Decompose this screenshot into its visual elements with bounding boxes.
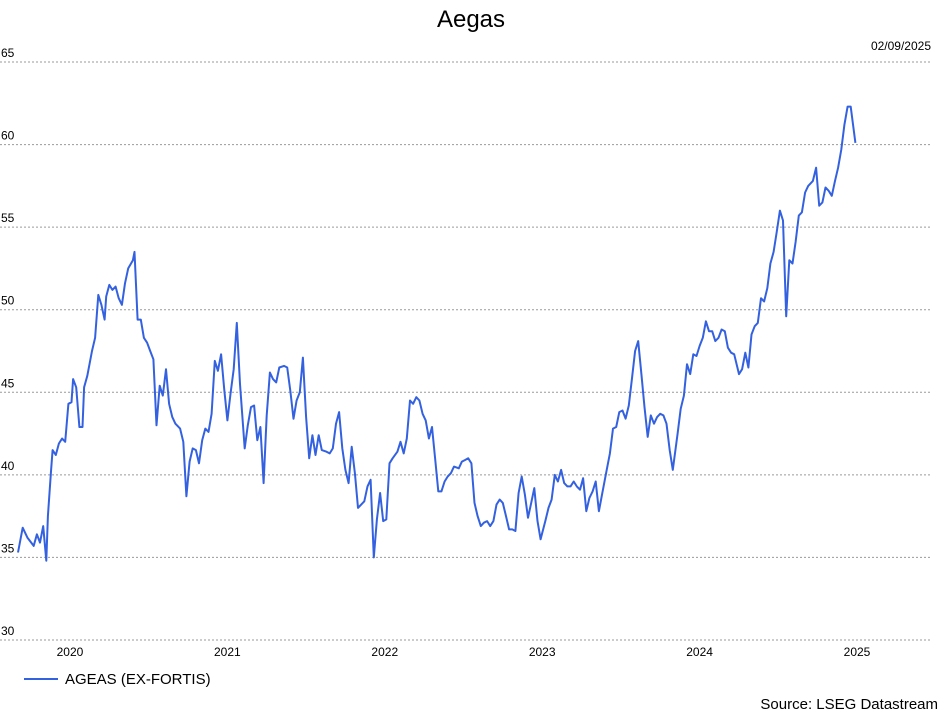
legend: AGEAS (EX-FORTIS): [24, 671, 211, 688]
y-tick-label-40: 40: [1, 459, 15, 473]
x-tick-label-2023: 2023: [529, 645, 556, 659]
gridlines: [0, 61, 931, 641]
x-tick-label-2020: 2020: [57, 645, 84, 659]
x-tick-label-2025: 2025: [844, 645, 871, 659]
y-tick-label-30: 30: [1, 624, 15, 638]
y-tick-label-60: 60: [1, 129, 15, 143]
y-tick-label-45: 45: [1, 376, 15, 390]
source-note: Source: LSEG Datastream: [760, 696, 938, 711]
x-axis-tick-labels: 2020 2021 2022 2023 2024 2025: [57, 645, 871, 659]
y-tick-label-35: 35: [1, 541, 15, 555]
y-tick-label-55: 55: [1, 211, 15, 225]
x-tick-label-2024: 2024: [686, 645, 713, 659]
y-axis-tick-labels: 30 35 40 45 50 55 60 65: [1, 46, 15, 638]
y-tick-label-65: 65: [1, 46, 15, 60]
x-tick-label-2022: 2022: [371, 645, 398, 659]
date-label: 02/09/2025: [871, 39, 931, 53]
y-tick-label-50: 50: [1, 294, 15, 308]
chart-title: Aegas: [437, 6, 505, 33]
legend-label: AGEAS (EX-FORTIS): [65, 671, 211, 688]
series-line-ageas: [17, 105, 857, 562]
x-tick-label-2021: 2021: [214, 645, 241, 659]
